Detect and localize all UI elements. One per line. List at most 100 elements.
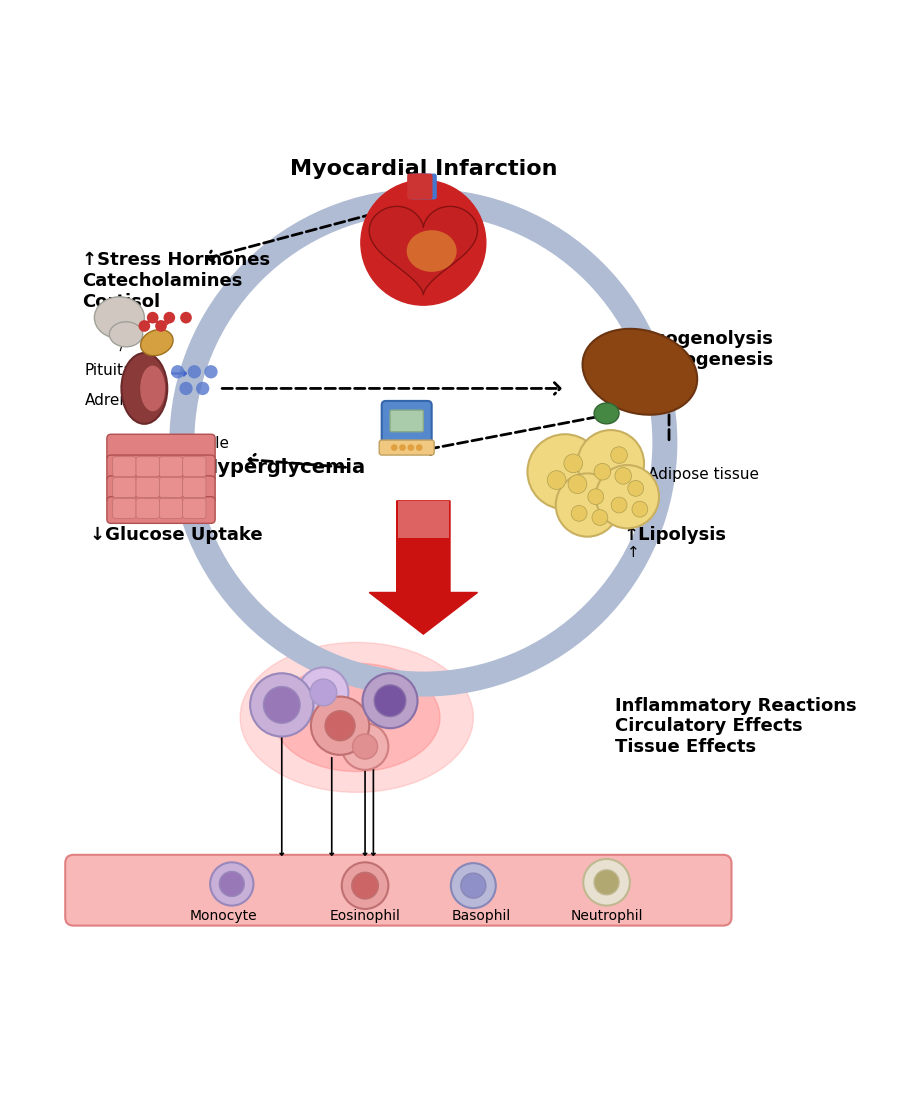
FancyBboxPatch shape (107, 496, 215, 523)
Circle shape (342, 862, 389, 909)
Circle shape (264, 687, 300, 724)
Circle shape (408, 444, 414, 451)
Text: Monocyte: Monocyte (190, 909, 257, 922)
Text: Inflammatory Reactions
Circulatory Effects
Tissue Effects: Inflammatory Reactions Circulatory Effec… (615, 697, 857, 756)
FancyBboxPatch shape (136, 456, 159, 476)
Text: ↑Stress Hormones
Catecholamines
Cortisol: ↑Stress Hormones Catecholamines Cortisol (82, 251, 270, 311)
FancyBboxPatch shape (136, 477, 159, 497)
Circle shape (179, 382, 193, 395)
Circle shape (572, 505, 587, 522)
FancyBboxPatch shape (410, 173, 428, 200)
Ellipse shape (110, 322, 143, 346)
Circle shape (310, 679, 337, 706)
Text: ↓Glucose Uptake: ↓Glucose Uptake (90, 526, 263, 544)
Text: Hyperglycemia: Hyperglycemia (201, 458, 365, 477)
Circle shape (196, 382, 210, 395)
Circle shape (594, 870, 619, 895)
Circle shape (155, 320, 166, 332)
Text: Glycogenolysis
Gluconeogenesis: Glycogenolysis Gluconeogenesis (602, 330, 773, 369)
FancyBboxPatch shape (159, 456, 183, 476)
Circle shape (361, 180, 486, 305)
FancyBboxPatch shape (107, 476, 215, 503)
Ellipse shape (594, 403, 619, 424)
Polygon shape (398, 501, 449, 538)
Ellipse shape (407, 230, 456, 272)
Ellipse shape (274, 664, 440, 771)
FancyBboxPatch shape (183, 498, 206, 518)
Circle shape (568, 475, 587, 494)
Text: Adipose tissue: Adipose tissue (648, 466, 760, 482)
Ellipse shape (240, 643, 473, 793)
Circle shape (592, 509, 608, 525)
Circle shape (299, 667, 348, 717)
Circle shape (374, 685, 406, 717)
Text: Myocardial Infarction: Myocardial Infarction (290, 160, 557, 180)
Circle shape (632, 502, 648, 517)
Text: Muscle: Muscle (176, 436, 230, 451)
Circle shape (171, 365, 184, 379)
Circle shape (391, 444, 398, 451)
Circle shape (451, 864, 496, 908)
Circle shape (220, 871, 244, 897)
Text: ↑Lipolysis: ↑Lipolysis (623, 526, 726, 544)
Circle shape (139, 320, 150, 332)
Circle shape (527, 434, 602, 509)
Circle shape (211, 862, 254, 906)
Text: ↑: ↑ (627, 545, 640, 561)
FancyBboxPatch shape (107, 434, 215, 461)
FancyBboxPatch shape (183, 456, 206, 476)
Circle shape (164, 312, 176, 323)
Circle shape (342, 724, 389, 770)
Circle shape (628, 481, 644, 496)
Ellipse shape (122, 353, 167, 424)
FancyBboxPatch shape (136, 498, 159, 518)
Ellipse shape (94, 296, 144, 339)
FancyBboxPatch shape (407, 173, 426, 200)
Circle shape (325, 710, 356, 740)
FancyBboxPatch shape (382, 401, 432, 446)
Circle shape (615, 467, 632, 484)
FancyBboxPatch shape (159, 498, 183, 518)
Circle shape (250, 674, 313, 737)
Circle shape (611, 446, 627, 463)
Circle shape (611, 497, 627, 513)
FancyBboxPatch shape (112, 477, 136, 497)
FancyBboxPatch shape (112, 498, 136, 518)
FancyBboxPatch shape (418, 173, 436, 200)
Circle shape (564, 454, 582, 473)
Circle shape (556, 473, 619, 536)
FancyBboxPatch shape (107, 455, 215, 482)
Circle shape (594, 463, 611, 480)
Circle shape (188, 365, 201, 379)
Text: Eosinophil: Eosinophil (329, 909, 400, 922)
Circle shape (578, 430, 644, 496)
Text: Neutrophil: Neutrophil (571, 909, 643, 922)
Circle shape (180, 312, 192, 323)
Polygon shape (369, 501, 478, 634)
Ellipse shape (582, 329, 698, 415)
Text: Adrenal: Adrenal (85, 393, 143, 407)
Circle shape (352, 872, 378, 899)
FancyBboxPatch shape (414, 173, 433, 200)
Circle shape (588, 488, 604, 505)
Text: Basophil: Basophil (452, 909, 511, 922)
FancyBboxPatch shape (112, 456, 136, 476)
Ellipse shape (140, 330, 173, 355)
FancyBboxPatch shape (183, 477, 206, 497)
Circle shape (204, 365, 218, 379)
Ellipse shape (140, 365, 166, 412)
FancyBboxPatch shape (65, 855, 732, 926)
Circle shape (596, 465, 659, 528)
Circle shape (461, 874, 486, 898)
Circle shape (147, 312, 158, 323)
Circle shape (310, 697, 369, 755)
Circle shape (363, 674, 418, 728)
Circle shape (547, 471, 566, 490)
FancyBboxPatch shape (390, 410, 423, 432)
FancyBboxPatch shape (379, 440, 434, 455)
Circle shape (400, 444, 406, 451)
FancyBboxPatch shape (159, 477, 183, 497)
Circle shape (583, 859, 630, 906)
Text: Pituitary: Pituitary (85, 363, 148, 379)
Polygon shape (369, 206, 478, 294)
